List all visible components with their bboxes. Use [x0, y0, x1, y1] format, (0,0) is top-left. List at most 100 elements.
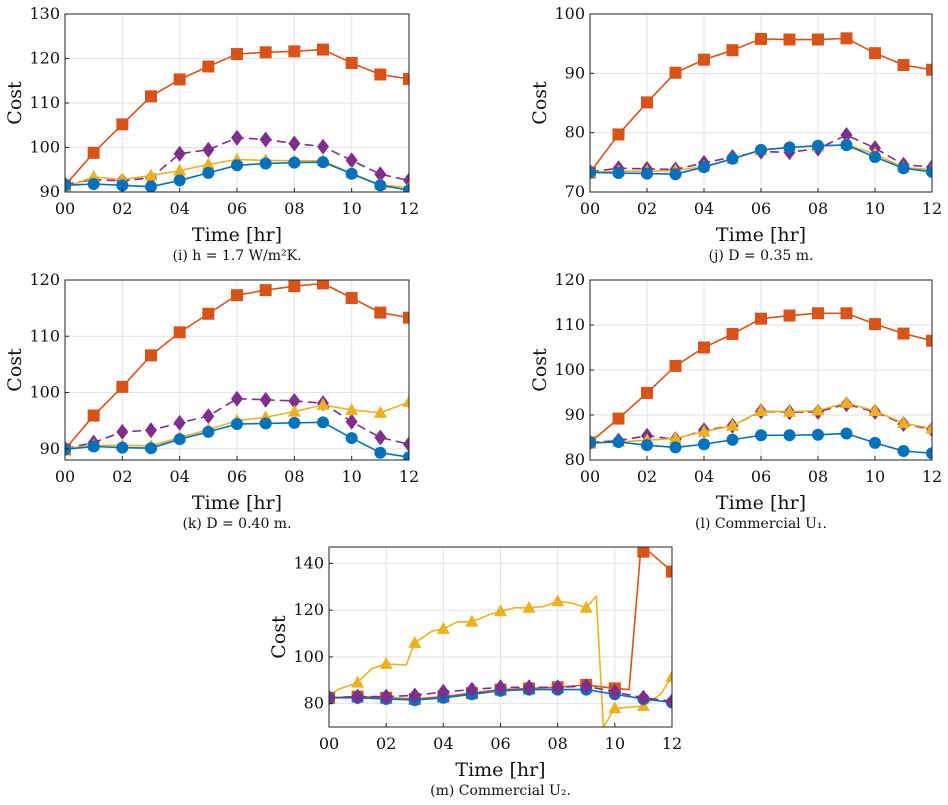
marker-blue-circle — [259, 417, 272, 430]
marker-purple-diamond — [551, 679, 564, 696]
marker-purple-diamond — [317, 138, 329, 155]
marker-yellow-triangle — [87, 169, 101, 182]
x-tick-label: 02 — [376, 734, 396, 753]
marker-orange-square — [726, 328, 739, 340]
marker-orange-square — [288, 45, 301, 58]
caption: (m) Commercial U₂. — [430, 783, 571, 799]
marker-orange-square — [641, 96, 653, 109]
marker-orange-square — [726, 44, 739, 57]
marker-blue-circle — [840, 139, 853, 152]
x-tick-label: 02 — [112, 199, 132, 218]
marker-purple-diamond — [523, 679, 536, 696]
marker-orange-square — [812, 307, 824, 320]
marker-yellow-triangle — [840, 395, 853, 408]
caption: (k) D = 0.40 m. — [182, 516, 291, 532]
x-tick-label: 04 — [433, 734, 453, 753]
marker-blue-circle — [202, 425, 215, 438]
marker-blue-circle — [869, 150, 881, 163]
y-tick-label: 70 — [565, 182, 585, 201]
y-tick-label: 80 — [565, 123, 585, 142]
x-tick-label: 10 — [865, 199, 885, 218]
marker-orange-square — [87, 409, 100, 422]
marker-yellow-triangle — [316, 397, 330, 410]
marker-purple-diamond — [637, 689, 650, 706]
marker-blue-circle — [65, 443, 71, 456]
marker-blue-circle — [755, 143, 767, 156]
chart-i: 00 02 04 06 08 10 12 90 100 110 120 130 Time [hr] Cos… — [4, 4, 419, 264]
marker-purple-diamond — [374, 166, 387, 183]
y-axis-label: Cost — [529, 81, 551, 125]
marker-purple-diamond — [202, 408, 215, 425]
marker-orange-square — [202, 60, 215, 73]
marker-orange-square — [288, 280, 301, 293]
marker-blue-circle — [403, 451, 409, 460]
marker-blue-circle — [87, 177, 100, 190]
marker-orange-square — [345, 292, 358, 304]
marker-purple-diamond — [231, 390, 243, 407]
marker-blue-circle — [345, 432, 358, 445]
marker-orange-square — [840, 32, 853, 45]
marker-yellow-triangle — [379, 656, 393, 669]
x-tick-label: 00 — [55, 467, 75, 486]
x-axis-label: Time [hr] — [716, 224, 806, 246]
y-tick-label: 110 — [29, 326, 60, 345]
y-tick-label: 80 — [565, 450, 585, 469]
y-tick-label: 90 — [40, 439, 60, 458]
marker-orange-square — [116, 118, 129, 131]
marker-blue-circle — [897, 445, 910, 457]
marker-purple-diamond — [288, 392, 301, 409]
marker-blue-circle — [345, 167, 358, 180]
marker-purple-diamond — [345, 152, 358, 169]
x-tick-label: 06 — [751, 467, 771, 486]
marker-yellow-triangle — [579, 600, 593, 613]
y-tick-label: 120 — [29, 49, 60, 68]
marker-orange-square — [840, 307, 853, 320]
x-tick-label: 02 — [637, 467, 657, 486]
marker-orange-square — [926, 334, 932, 347]
chart-j: 00 02 04 06 08 10 12 70 80 90 100 Time [hr] Cost (j) … — [529, 4, 942, 264]
y-tick-label: 120 — [293, 600, 324, 619]
marker-purple-diamond — [202, 141, 215, 158]
marker-orange-square — [173, 326, 186, 339]
marker-orange-square — [173, 73, 186, 86]
marker-yellow-triangle — [408, 635, 422, 648]
marker-orange-square — [374, 68, 387, 81]
y-tick-label: 100 — [29, 383, 60, 402]
marker-yellow-triangle — [345, 402, 359, 415]
x-tick-label: 04 — [694, 199, 714, 218]
x-tick-label: 12 — [399, 467, 419, 486]
marker-yellow-triangle — [665, 669, 672, 682]
marker-blue-circle — [202, 166, 215, 179]
marker-purple-diamond — [288, 135, 301, 152]
marker-blue-circle — [812, 428, 824, 441]
marker-yellow-triangle — [436, 621, 450, 634]
marker-blue-circle — [173, 174, 186, 187]
marker-blue-circle — [145, 442, 157, 455]
series-group — [590, 307, 932, 460]
marker-yellow-triangle — [522, 600, 536, 613]
marker-orange-square — [612, 412, 625, 425]
y-tick-label: 110 — [29, 93, 60, 112]
marker-yellow-triangle — [173, 163, 187, 176]
marker-orange-square — [698, 53, 710, 66]
x-tick-label: 08 — [808, 467, 828, 486]
y-tick-label: 90 — [565, 63, 585, 82]
marker-blue-circle — [403, 184, 409, 192]
marker-yellow-triangle — [402, 395, 409, 408]
marker-blue-circle — [116, 441, 129, 454]
marker-yellow-triangle — [608, 701, 622, 714]
x-tick-label: 08 — [284, 199, 304, 218]
marker-blue-circle — [259, 157, 272, 170]
marker-blue-circle — [641, 167, 653, 180]
marker-blue-circle — [231, 159, 243, 172]
y-tick-label: 120 — [29, 270, 60, 289]
marker-orange-square — [612, 128, 625, 141]
marker-blue-circle — [145, 180, 157, 192]
marker-purple-diamond — [259, 391, 272, 408]
marker-orange-square — [116, 380, 129, 393]
marker-blue-circle — [65, 179, 71, 192]
marker-blue-circle — [612, 167, 625, 180]
marker-orange-square — [669, 66, 682, 79]
marker-yellow-triangle — [465, 614, 479, 627]
marker-orange-square — [317, 43, 329, 56]
